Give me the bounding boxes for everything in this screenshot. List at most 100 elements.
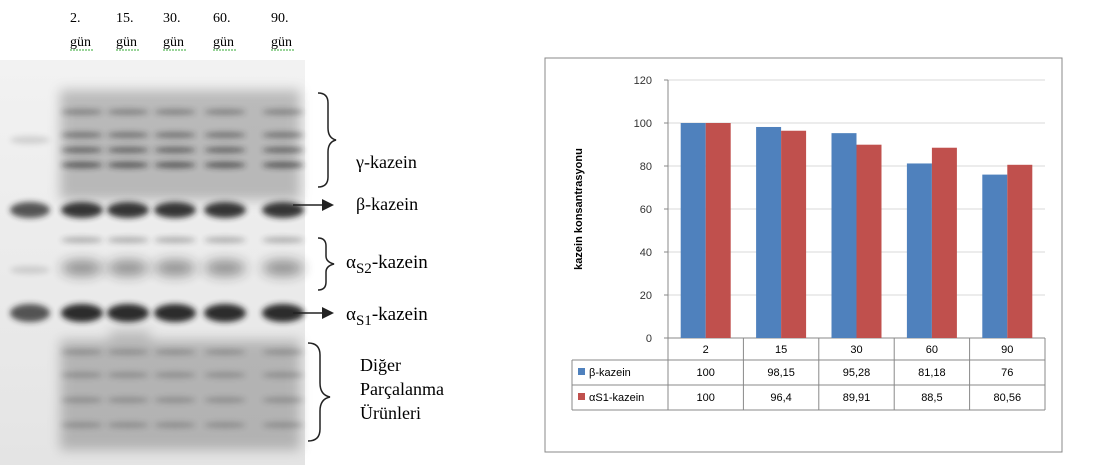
gel-band xyxy=(10,266,50,274)
gel-band xyxy=(107,397,149,403)
legend-swatch xyxy=(578,368,585,375)
lane-day: 30. xyxy=(163,11,181,26)
gel-band xyxy=(262,422,304,428)
y-tick-label: 60 xyxy=(640,204,652,216)
gel-band xyxy=(154,237,196,243)
gel-band xyxy=(61,422,103,428)
x-tick-label: 30 xyxy=(850,344,862,356)
value-label: 96,4 xyxy=(770,392,791,404)
gel-band xyxy=(262,397,304,403)
chart: 0 20 40 60 80 100 120 kazein konsantrasyonu 2 100… xyxy=(545,58,1062,452)
gel-band xyxy=(107,304,149,322)
y-tick-label: 80 xyxy=(640,161,652,173)
gel-band xyxy=(262,260,304,276)
band-suffix: -kazein xyxy=(372,252,428,273)
value-label: 95,28 xyxy=(843,367,871,379)
lane-unit: gün xyxy=(163,35,184,50)
gel-band xyxy=(61,202,103,218)
bar xyxy=(1007,165,1032,338)
y-tick-label: 20 xyxy=(640,290,652,302)
gel-band xyxy=(154,162,196,168)
gel-band xyxy=(262,162,304,168)
band-symbol: α xyxy=(346,252,356,273)
gel-band xyxy=(61,304,103,322)
gel-band xyxy=(204,132,246,138)
value-label: 80,56 xyxy=(994,392,1022,404)
gel-band xyxy=(204,147,246,153)
value-label: 88,5 xyxy=(921,392,942,404)
band-label: γ-kazein xyxy=(355,152,417,172)
gel-band xyxy=(204,422,246,428)
gel-band xyxy=(262,349,304,355)
gel-band xyxy=(154,422,196,428)
gel-band xyxy=(107,202,149,218)
bar xyxy=(756,127,781,338)
band-label: αS1-kazein xyxy=(346,304,428,329)
gel-band xyxy=(61,147,103,153)
band-label: αS2-kazein xyxy=(346,252,428,277)
gel-band xyxy=(204,260,246,276)
gel-band xyxy=(204,109,246,115)
gel-band xyxy=(262,109,304,115)
x-tick-label: 2 xyxy=(703,344,709,356)
bar xyxy=(857,145,882,338)
gel-band xyxy=(154,397,196,403)
lane-unit: gün xyxy=(116,35,137,50)
gel-band xyxy=(61,162,103,168)
gel-band xyxy=(204,372,246,378)
y-tick-label: 40 xyxy=(640,247,652,259)
gel-band xyxy=(262,147,304,153)
gel-band xyxy=(61,397,103,403)
band-label: Ürünleri xyxy=(360,403,421,423)
legend-label: β-kazein xyxy=(589,367,631,379)
gel-band xyxy=(262,237,304,243)
gel-band xyxy=(107,260,149,276)
gel-band xyxy=(107,147,149,153)
gel-band xyxy=(262,132,304,138)
page: 2.gün15.gün30.gün60.gün90.günγ-kazeinβ-k… xyxy=(0,0,1115,468)
bar xyxy=(832,133,857,338)
lane-unit: gün xyxy=(70,35,91,50)
y-tick-label: 0 xyxy=(646,333,652,345)
band-label: Diğer xyxy=(360,355,401,375)
band-label: Parçalanma xyxy=(360,379,444,399)
y-tick-label: 100 xyxy=(634,118,652,130)
value-label: 100 xyxy=(697,367,715,379)
bar xyxy=(982,175,1007,338)
band-symbol: α xyxy=(346,304,356,325)
lane-day: 15. xyxy=(116,11,134,26)
legend-swatch xyxy=(578,393,585,400)
bar xyxy=(706,123,731,338)
gel-band xyxy=(154,372,196,378)
lane-day: 90. xyxy=(271,11,289,26)
gel-band xyxy=(10,202,50,218)
bar xyxy=(932,148,957,338)
gel-band xyxy=(107,372,149,378)
legend-label: αS1-kazein xyxy=(589,392,644,404)
gel-band xyxy=(107,132,149,138)
gel-band xyxy=(107,109,149,115)
gel-band xyxy=(107,349,149,355)
y-tick-label: 120 xyxy=(634,75,652,87)
gel-band xyxy=(107,237,149,243)
bar xyxy=(907,163,932,338)
gel-band xyxy=(204,304,246,322)
value-label: 100 xyxy=(697,392,715,404)
gel-band xyxy=(154,109,196,115)
figure: 2.gün15.gün30.gün60.gün90.günγ-kazeinβ-k… xyxy=(0,0,1115,468)
gel-band xyxy=(154,132,196,138)
value-label: 81,18 xyxy=(918,367,946,379)
x-tick-label: 15 xyxy=(775,344,787,356)
gel-band xyxy=(61,349,103,355)
band-subscript: S1 xyxy=(356,313,372,329)
gel-band xyxy=(204,237,246,243)
y-axis-label: kazein konsantrasyonu xyxy=(573,148,585,270)
band-subscript: S2 xyxy=(356,261,372,277)
lane-day: 2. xyxy=(70,11,81,26)
x-tick-label: 90 xyxy=(1001,344,1013,356)
value-label: 89,91 xyxy=(843,392,871,404)
gel-band xyxy=(204,349,246,355)
gel-band xyxy=(154,304,196,322)
lane-day: 60. xyxy=(213,11,231,26)
gel-band xyxy=(154,349,196,355)
